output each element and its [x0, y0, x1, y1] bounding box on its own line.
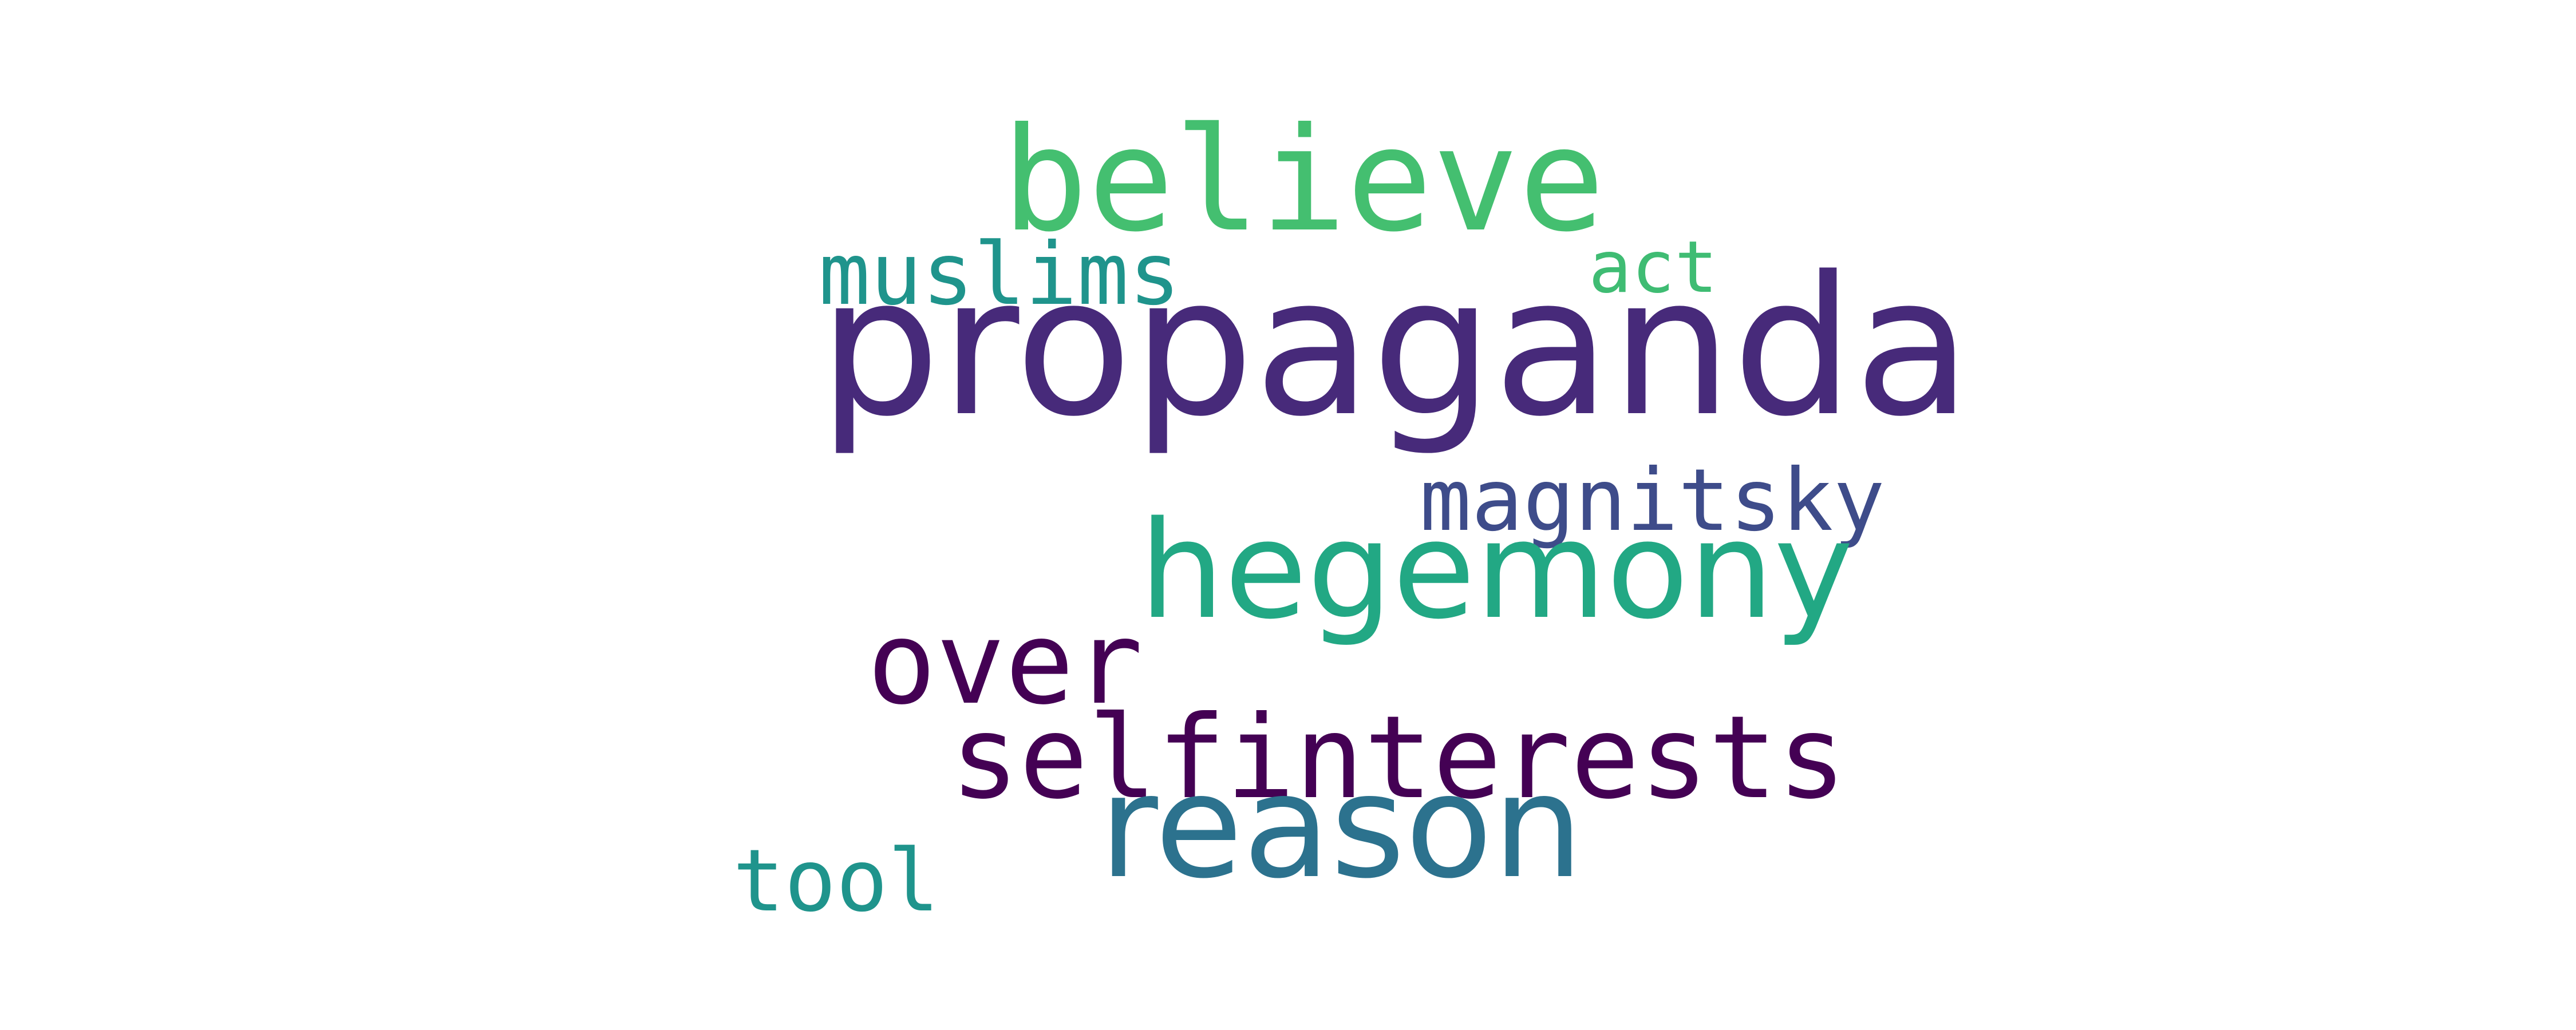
word-propaganda: propaganda — [819, 236, 1972, 459]
word-selfinterests: selfinterests — [950, 691, 1847, 825]
word-over: over — [867, 597, 1143, 730]
word-reason: reason — [1099, 743, 1583, 910]
word-believe: believe — [1002, 97, 1605, 263]
word-muslims: muslims — [819, 225, 1181, 324]
word-act: act — [1589, 226, 1718, 309]
word-tool: tool — [733, 831, 940, 931]
word-magnitsky: magnitsky — [1420, 451, 1885, 550]
word-hegemony: hegemony — [1139, 493, 1854, 649]
